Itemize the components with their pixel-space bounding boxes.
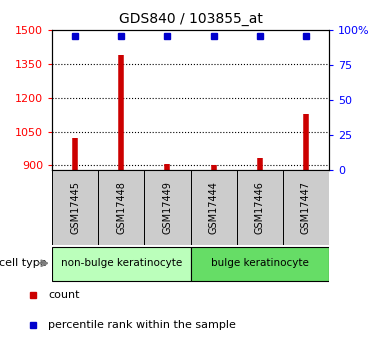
FancyBboxPatch shape xyxy=(52,170,98,245)
Text: GSM17449: GSM17449 xyxy=(162,181,173,234)
FancyBboxPatch shape xyxy=(98,170,144,245)
FancyBboxPatch shape xyxy=(283,170,329,245)
FancyBboxPatch shape xyxy=(144,170,190,245)
Title: GDS840 / 103855_at: GDS840 / 103855_at xyxy=(119,12,262,26)
Text: GSM17444: GSM17444 xyxy=(209,181,219,234)
Text: percentile rank within the sample: percentile rank within the sample xyxy=(48,320,236,330)
Text: bulge keratinocyte: bulge keratinocyte xyxy=(211,258,309,268)
Text: GSM17446: GSM17446 xyxy=(255,181,265,234)
FancyBboxPatch shape xyxy=(237,170,283,245)
FancyBboxPatch shape xyxy=(190,170,237,245)
Text: GSM17448: GSM17448 xyxy=(116,181,126,234)
Text: non-bulge keratinocyte: non-bulge keratinocyte xyxy=(60,258,182,268)
FancyBboxPatch shape xyxy=(190,247,329,281)
Text: count: count xyxy=(48,290,80,300)
Text: cell type: cell type xyxy=(0,258,46,268)
Text: GSM17445: GSM17445 xyxy=(70,181,80,234)
FancyBboxPatch shape xyxy=(52,247,190,281)
Text: GSM17447: GSM17447 xyxy=(301,181,311,234)
